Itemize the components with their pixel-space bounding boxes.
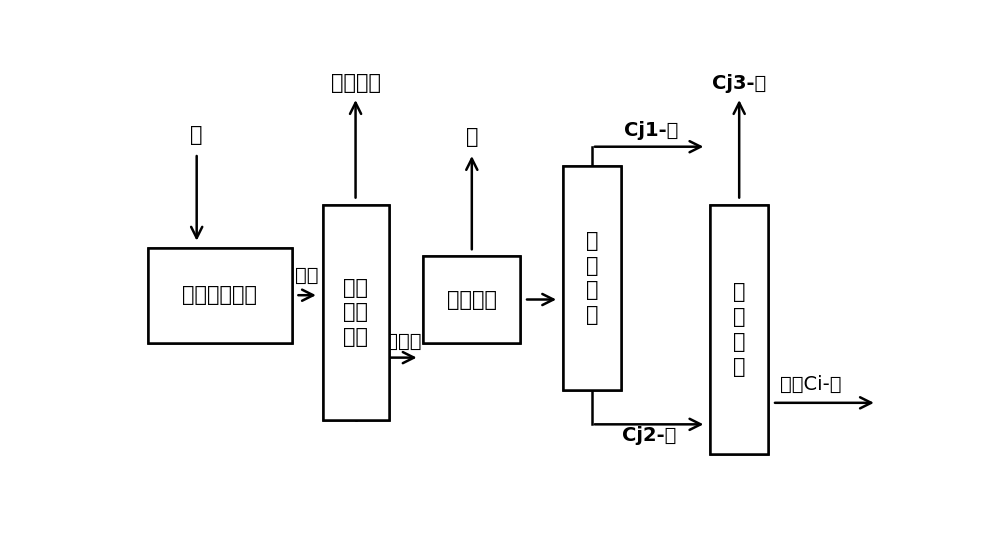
Text: 蒽+烷基蒽: 蒽+烷基蒽 <box>358 332 421 351</box>
Text: 产物: 产物 <box>295 266 319 285</box>
Bar <box>423 257 520 343</box>
Text: 分离
反应
溶剂: 分离 反应 溶剂 <box>343 280 368 345</box>
Text: Cj1-蒽: Cj1-蒽 <box>624 121 678 140</box>
Text: Cj2-蒽: Cj2-蒽 <box>622 427 676 446</box>
Bar <box>710 205 768 454</box>
Text: Cj3-蒽: Cj3-蒽 <box>712 74 766 93</box>
Text: 蒽制备烷基蒽: 蒽制备烷基蒽 <box>182 285 257 305</box>
Bar <box>423 257 520 343</box>
Bar <box>563 166 621 390</box>
Bar <box>563 166 621 390</box>
Bar <box>423 257 520 343</box>
Text: 第
二
蒸
馏: 第 二 蒸 馏 <box>733 285 745 375</box>
Bar <box>710 205 768 454</box>
Text: 分离
反应
溶剂: 分离 反应 溶剂 <box>343 278 368 347</box>
Bar <box>710 205 768 454</box>
Bar <box>323 205 388 420</box>
Bar <box>148 248 292 343</box>
Bar <box>323 205 388 420</box>
Bar <box>563 166 621 390</box>
Text: 蒽制备烷基蒽: 蒽制备烷基蒽 <box>182 285 257 305</box>
Text: 产品Ci-蒽: 产品Ci-蒽 <box>780 375 841 394</box>
Bar <box>323 205 388 420</box>
Text: 熔融结晶: 熔融结晶 <box>447 290 497 310</box>
Text: 第
一
蒸
馏: 第 一 蒸 馏 <box>586 231 598 325</box>
Text: 第
二
蒸
馏: 第 二 蒸 馏 <box>733 282 745 377</box>
Bar <box>148 248 292 343</box>
Text: 熔融结晶: 熔融结晶 <box>447 290 497 310</box>
Bar <box>148 248 292 343</box>
Text: 反应溶剂: 反应溶剂 <box>331 73 381 93</box>
Text: 蒽: 蒽 <box>466 127 478 146</box>
Text: 第
一
蒸
馏: 第 一 蒸 馏 <box>586 233 598 323</box>
Text: 蒽: 蒽 <box>190 125 203 145</box>
